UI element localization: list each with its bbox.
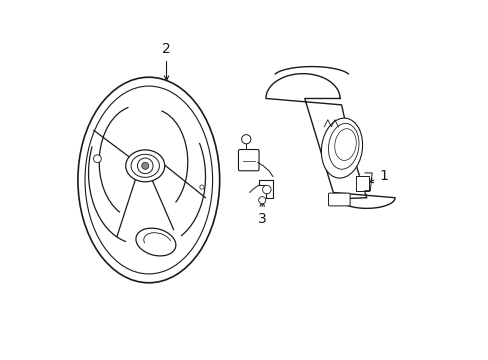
Polygon shape	[258, 180, 272, 198]
FancyBboxPatch shape	[328, 193, 349, 206]
Ellipse shape	[131, 154, 159, 177]
Ellipse shape	[328, 123, 358, 169]
Text: 3: 3	[257, 202, 266, 226]
Circle shape	[200, 185, 203, 189]
Ellipse shape	[334, 129, 356, 161]
Circle shape	[241, 135, 250, 144]
Circle shape	[262, 185, 270, 194]
Text: 1: 1	[368, 170, 387, 184]
Ellipse shape	[136, 228, 176, 256]
Polygon shape	[265, 74, 394, 208]
Circle shape	[258, 197, 265, 204]
Text: 2: 2	[162, 42, 170, 80]
Polygon shape	[355, 176, 368, 191]
Circle shape	[137, 158, 153, 174]
Circle shape	[93, 155, 101, 163]
Ellipse shape	[125, 150, 164, 182]
Ellipse shape	[78, 77, 219, 283]
Ellipse shape	[85, 86, 212, 274]
FancyBboxPatch shape	[238, 149, 259, 171]
Ellipse shape	[321, 118, 362, 178]
Circle shape	[142, 162, 148, 169]
